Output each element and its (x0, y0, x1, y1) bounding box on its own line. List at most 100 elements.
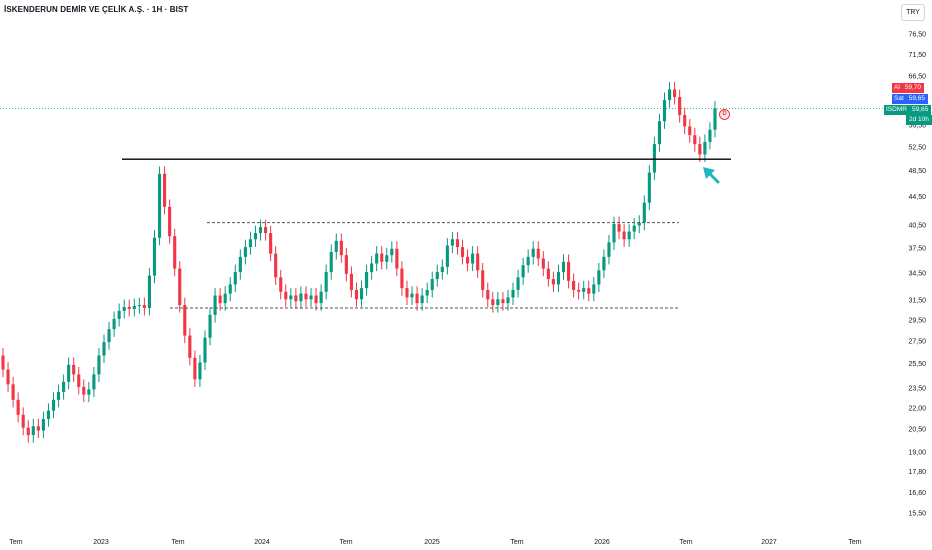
candle-down (476, 253, 480, 271)
y-tick-label: 29,50 (908, 317, 926, 324)
candle-down (501, 299, 505, 304)
candle-down (178, 268, 182, 306)
candle-up (117, 310, 121, 319)
candle-up (31, 426, 35, 436)
candle-up (506, 297, 510, 304)
y-tick-label: 66,50 (908, 74, 926, 81)
candle-down (183, 305, 187, 336)
chart-title: İSKENDERUN DEMİR VE ÇELİK A.Ş. · 1H · BI… (4, 5, 189, 14)
candle-up (597, 270, 601, 285)
y-tick-label: 31,50 (908, 298, 926, 305)
candle-up (471, 253, 475, 264)
bid-label: Al (892, 83, 902, 93)
y-tick-label: 34,50 (908, 270, 926, 277)
candle-down (264, 227, 268, 234)
candle-down (77, 374, 81, 387)
dividend-marker-icon[interactable]: D (719, 109, 730, 120)
x-tick-label: Tem (848, 539, 861, 546)
candle-up (410, 293, 414, 298)
candle-up (556, 272, 561, 285)
currency-button[interactable]: TRY (901, 4, 925, 21)
candle-up (309, 295, 313, 300)
candle-up (319, 291, 323, 304)
candle-up (667, 89, 672, 100)
candle-up (440, 266, 444, 273)
candle-up (51, 399, 56, 411)
candle-down (284, 291, 288, 300)
bid-value: 59,70 (901, 83, 925, 93)
candle-up (62, 381, 66, 392)
y-tick-label: 40,50 (908, 222, 926, 229)
candle-up (370, 263, 374, 273)
candle-up (233, 272, 237, 285)
candle-up (531, 248, 535, 257)
candle-up (213, 295, 217, 315)
candle-up (390, 248, 394, 256)
candle-up (67, 364, 71, 382)
arrow-head-icon (703, 167, 715, 179)
candle-down (405, 288, 409, 298)
candle-up (430, 279, 434, 290)
candle-down (486, 289, 490, 300)
x-tick-label: Tem (9, 539, 22, 546)
candle-down (617, 224, 621, 232)
y-tick-label: 17,80 (908, 469, 926, 476)
candle-down (21, 414, 25, 428)
candle-down (16, 399, 20, 415)
candle-down (546, 268, 550, 280)
candle-down (314, 295, 318, 304)
y-tick-label: 22,00 (908, 405, 926, 412)
candle-up (607, 242, 611, 257)
last-value: 59,65 (908, 105, 932, 115)
candle-up (299, 293, 303, 302)
candle-down (279, 277, 283, 292)
candle-up (662, 99, 667, 122)
y-tick-label: 71,50 (908, 52, 926, 59)
candle-up (248, 239, 252, 248)
candle-up (208, 314, 212, 338)
candle-down (566, 261, 571, 281)
candle-down (460, 247, 465, 257)
ask-value: 59,65 (905, 94, 929, 104)
x-tick-label: Tem (510, 539, 523, 546)
bid-price-badge: Al 59,70 (892, 83, 925, 93)
candle-down (698, 144, 702, 155)
x-tick-label: Tem (679, 539, 692, 546)
candle-up (87, 389, 91, 395)
candle-down (294, 295, 298, 302)
candle-down (218, 295, 222, 304)
candle-down (163, 173, 167, 207)
candle-up (561, 261, 566, 273)
candle-down (168, 206, 172, 237)
candle-up (657, 121, 662, 145)
candle-up (385, 255, 389, 262)
candle-up (132, 305, 136, 309)
candle-up (582, 288, 586, 292)
x-tick-label: Tem (339, 539, 352, 546)
candle-up (435, 272, 439, 280)
candle-down (188, 335, 192, 358)
candle-up (97, 355, 101, 375)
candle-down (572, 280, 576, 290)
candle-down (72, 364, 76, 375)
candle-up (359, 288, 364, 300)
y-tick-label: 44,50 (908, 194, 926, 201)
candle-down (693, 135, 697, 145)
candle-up (329, 251, 333, 273)
candle-down (11, 384, 15, 400)
candle-down (678, 97, 682, 116)
candle-up (526, 256, 530, 266)
candle-up (223, 293, 227, 304)
candle-down (304, 293, 308, 300)
candle-up (713, 108, 717, 130)
candle-up (602, 256, 606, 271)
y-tick-label: 52,50 (908, 144, 926, 151)
candle-down (344, 255, 348, 274)
candle-down (354, 289, 359, 300)
candle-up (253, 233, 258, 240)
candle-up (445, 245, 449, 267)
candle-up (102, 342, 106, 356)
candle-down (395, 248, 399, 269)
candle-up (516, 277, 520, 290)
